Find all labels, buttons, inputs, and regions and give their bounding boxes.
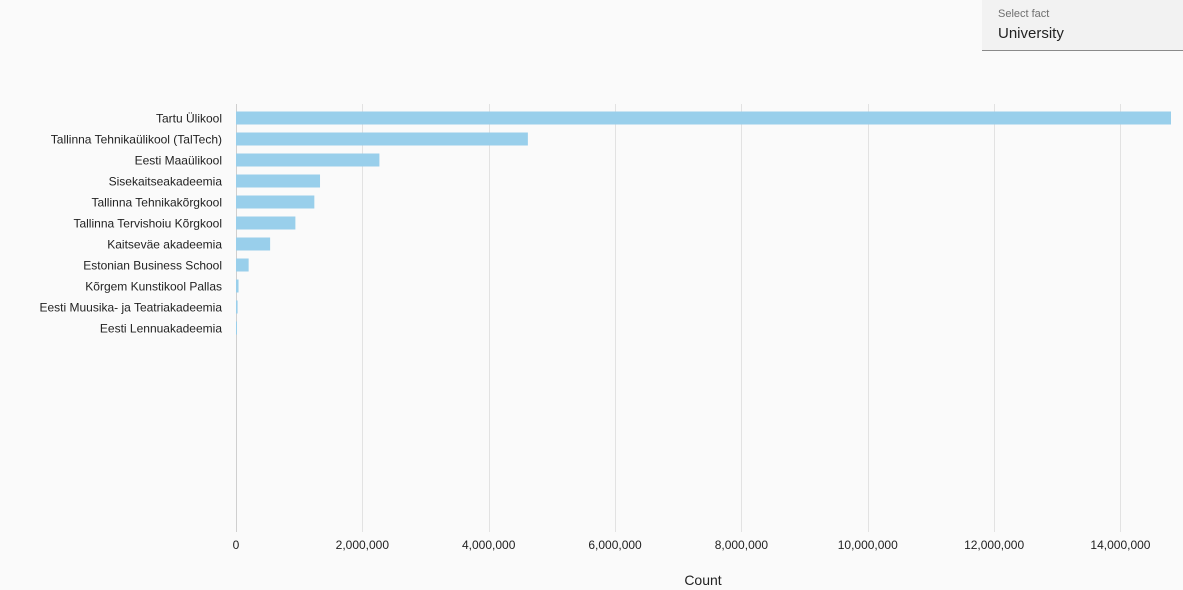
category-label: Tallinna Tehnikaülikool (TalTech) xyxy=(51,133,222,147)
category-label: Tallinna Tervishoiu Kõrgkool xyxy=(73,217,222,231)
x-tick-label: 14,000,000 xyxy=(1090,538,1150,552)
x-tick-label: 0 xyxy=(233,538,240,552)
x-tick-labels: 0 2,000,000 4,000,000 6,000,000 8,000,000 10,… xyxy=(233,538,1151,552)
bar[interactable] xyxy=(236,237,271,251)
x-tick-label: 10,000,000 xyxy=(838,538,898,552)
category-label: Eesti Maaülikool xyxy=(135,154,222,168)
category-label: Eesti Muusika- ja Teatriakadeemia xyxy=(39,301,222,315)
fact-select-value: University xyxy=(998,25,1064,42)
bar[interactable] xyxy=(236,195,315,209)
bar[interactable] xyxy=(236,279,239,293)
x-tick-label: 2,000,000 xyxy=(336,538,390,552)
category-labels: Tartu Ülikool Tallinna Tehnikaülikool (Ta… xyxy=(39,112,222,336)
x-axis-title: Count xyxy=(684,572,721,588)
bar[interactable] xyxy=(236,111,1171,125)
category-label: Kõrgem Kunstikool Pallas xyxy=(85,280,222,294)
bar[interactable] xyxy=(236,174,321,188)
bar[interactable] xyxy=(236,321,237,335)
category-label: Tallinna Tehnikakõrgkool xyxy=(91,196,222,210)
bar[interactable] xyxy=(236,132,528,146)
category-label: Tartu Ülikool xyxy=(156,112,222,126)
bar[interactable] xyxy=(236,216,296,230)
x-tick-label: 8,000,000 xyxy=(715,538,769,552)
fact-select-dropdown[interactable]: Select fact University xyxy=(982,0,1183,51)
category-label: Kaitseväe akadeemia xyxy=(107,238,222,252)
grid-lines xyxy=(236,104,1121,532)
bar[interactable] xyxy=(236,258,249,272)
fact-select-label: Select fact xyxy=(998,8,1050,20)
bar[interactable] xyxy=(236,300,238,314)
category-label: Eesti Lennuakadeemia xyxy=(100,322,222,336)
x-tick-label: 4,000,000 xyxy=(462,538,516,552)
bars xyxy=(236,111,1171,335)
category-label: Sisekaitseakadeemia xyxy=(109,175,223,189)
x-tick-label: 6,000,000 xyxy=(588,538,642,552)
x-tick-label: 12,000,000 xyxy=(964,538,1024,552)
bar[interactable] xyxy=(236,153,380,167)
category-label: Estonian Business School xyxy=(83,259,222,273)
